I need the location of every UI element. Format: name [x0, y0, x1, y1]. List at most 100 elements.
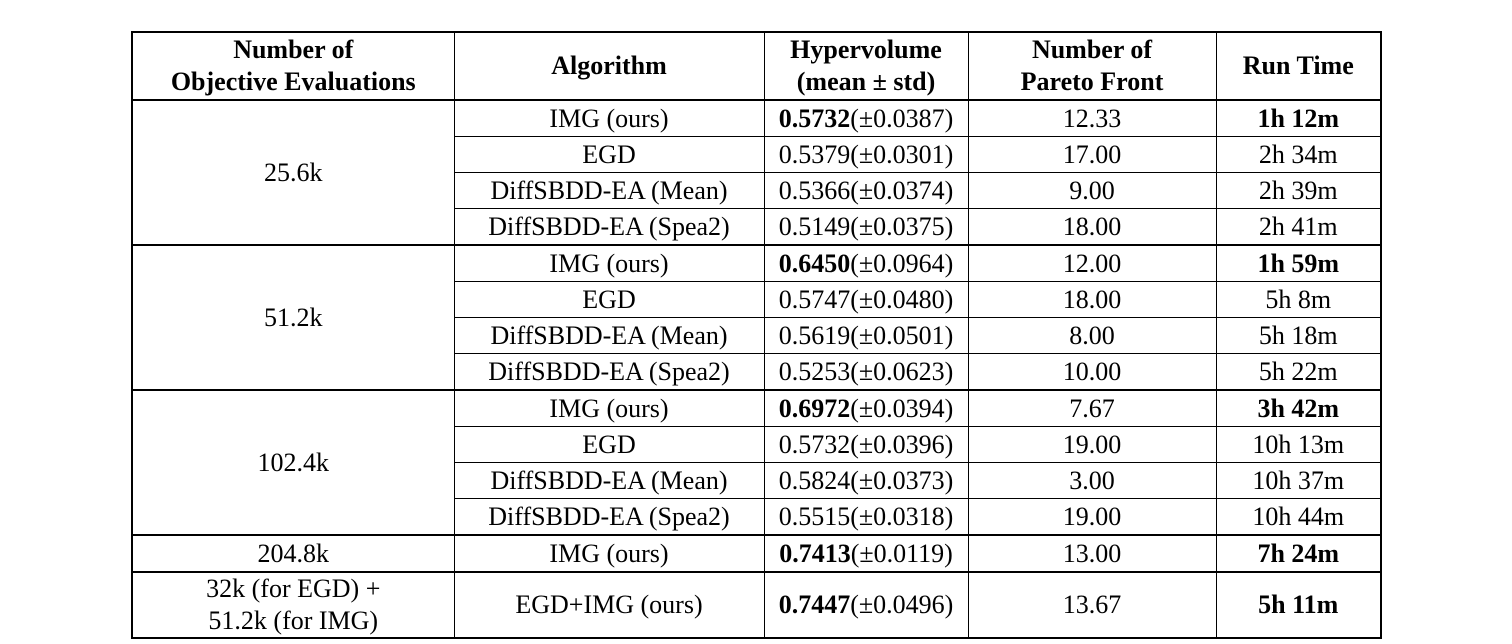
- col-header-line: Number of: [233, 35, 354, 65]
- pareto-front-cell: 7.67: [967, 389, 1217, 427]
- hypervolume-mean: 0.5747: [778, 284, 851, 314]
- col-header-line: Objective Evaluations: [170, 67, 416, 96]
- pareto-front-cell: 9.00: [967, 172, 1217, 209]
- table-body: 25.6k IMG (ours) 0.5732(±0.0387) 12.33 1h 12…: [131, 99, 1382, 638]
- hypervolume-cell: 0.5366(±0.0374): [763, 172, 969, 209]
- algorithm-cell: DiffSBDD-EA (Spea2): [453, 498, 765, 535]
- hypervolume-mean: 0.7413: [779, 538, 851, 568]
- pareto-front-cell: 13.67: [967, 571, 1217, 638]
- table-row: EGD 0.5379(±0.0301) 17.00 2h 34m: [132, 136, 1382, 173]
- pareto-front-cell: 19.00: [967, 426, 1217, 463]
- evaluations-line: 204.8k: [257, 538, 330, 568]
- pareto-front-cell: 10.00: [967, 353, 1217, 390]
- run-time-cell: 7h 24m: [1215, 534, 1382, 572]
- run-time-cell: 10h 44m: [1215, 498, 1382, 535]
- algorithm-cell: EGD: [453, 426, 765, 463]
- hypervolume-cell: 0.5732(±0.0387): [763, 99, 969, 137]
- hypervolume-std: (±0.0119): [850, 538, 953, 568]
- hypervolume-std: (±0.0387): [850, 103, 954, 133]
- col-header-hypervolume: Hypervolume (mean ± std): [763, 32, 969, 101]
- table-row: DiffSBDD-EA (Spea2) 0.5149(±0.0375) 18.00 2…: [132, 208, 1382, 245]
- pareto-front-cell: 3.00: [967, 462, 1217, 499]
- hypervolume-std: (±0.0318): [850, 501, 954, 531]
- algorithm-cell: EGD: [453, 281, 765, 318]
- hypervolume-std: (±0.0301): [850, 139, 954, 169]
- hypervolume-std: (±0.0396): [850, 429, 954, 459]
- algorithm-cell: IMG (ours): [453, 244, 765, 282]
- run-time-cell: 5h 11m: [1215, 571, 1382, 638]
- pareto-front-cell: 18.00: [967, 281, 1217, 318]
- hypervolume-cell: 0.5515(±0.0318): [763, 498, 969, 535]
- hypervolume-mean: 0.5515: [778, 501, 851, 531]
- results-table: Number of Objective Evaluations Algorithm H…: [131, 31, 1382, 639]
- algorithm-cell: DiffSBDD-EA (Mean): [453, 172, 765, 209]
- hypervolume-mean: 0.6972: [778, 393, 851, 423]
- table-row: 51.2k IMG (ours) 0.6450(±0.0964) 12.00 1h 59…: [131, 244, 1382, 390]
- table-row: EGD 0.5732(±0.0396) 19.00 10h 13m: [132, 426, 1382, 463]
- table-row: DiffSBDD-EA (Mean) 0.5619(±0.0501) 8.00 5h …: [132, 317, 1382, 354]
- run-time-cell: 2h 34m: [1215, 136, 1382, 173]
- run-time-cell: 10h 37m: [1215, 462, 1382, 499]
- evaluations-cell: 32k (for EGD) +51.2k (for IMG): [131, 571, 455, 638]
- hypervolume-mean: 0.5824: [778, 465, 851, 495]
- col-header-pareto-front: Number of Pareto Front: [967, 32, 1217, 101]
- run-time-cell: 5h 8m: [1215, 281, 1382, 318]
- hypervolume-std: (±0.0501): [850, 320, 954, 350]
- col-header-line: (mean ± std): [796, 67, 936, 96]
- hypervolume-std: (±0.0480): [850, 284, 954, 314]
- pareto-front-cell: 13.00: [967, 534, 1217, 572]
- hypervolume-mean: 0.6450: [778, 248, 851, 278]
- evaluations-cell: 102.4k: [131, 389, 455, 535]
- col-header-line: Pareto Front: [1020, 67, 1164, 96]
- algorithm-cell: DiffSBDD-EA (Mean): [453, 462, 765, 499]
- pareto-front-cell: 17.00: [967, 136, 1217, 173]
- algorithm-cell: EGD: [453, 136, 765, 173]
- col-header-line: Number of: [1031, 35, 1153, 65]
- hypervolume-cell: 0.5149(±0.0375): [763, 208, 969, 245]
- evaluations-cell: 204.8k: [131, 534, 455, 572]
- pareto-front-cell: 12.00: [967, 244, 1217, 282]
- run-time-cell: 2h 39m: [1215, 172, 1382, 209]
- evaluations-line: 25.6k: [264, 157, 323, 187]
- run-time-cell: 1h 12m: [1215, 99, 1382, 137]
- table-row: 102.4k IMG (ours) 0.6972(±0.0394) 7.67 3h 42…: [131, 389, 1382, 535]
- table-row: 32k (for EGD) +51.2k (for IMG) EGD+IMG (o…: [131, 571, 1382, 638]
- col-header-line: Run Time: [1242, 51, 1354, 81]
- table-row: DiffSBDD-EA (Spea2) 0.5253(±0.0623) 10.00 5…: [132, 353, 1382, 390]
- algorithm-cell: IMG (ours): [453, 99, 765, 137]
- run-time-cell: 5h 22m: [1215, 353, 1382, 390]
- evaluations-line: 32k (for EGD) +: [206, 574, 381, 604]
- evaluations-line: 51.2k (for IMG): [208, 606, 379, 635]
- evaluations-line: 51.2k: [264, 302, 323, 332]
- hypervolume-mean: 0.5732: [778, 103, 851, 133]
- hypervolume-std: (±0.0496): [850, 590, 954, 620]
- run-time-cell: 1h 59m: [1215, 244, 1382, 282]
- hypervolume-std: (±0.0394): [850, 393, 954, 423]
- hypervolume-mean: 0.5732: [778, 429, 851, 459]
- run-time-cell: 2h 41m: [1215, 208, 1382, 245]
- hypervolume-cell: 0.7413(±0.0119): [763, 534, 969, 572]
- hypervolume-std: (±0.0375): [850, 211, 954, 241]
- hypervolume-std: (±0.0373): [850, 465, 954, 495]
- hypervolume-cell: 0.5824(±0.0373): [763, 462, 969, 499]
- hypervolume-cell: 0.5619(±0.0501): [763, 317, 969, 354]
- hypervolume-mean: 0.7447: [778, 590, 851, 620]
- evaluations-cell: 51.2k: [131, 244, 455, 390]
- table-row: EGD 0.5747(±0.0480) 18.00 5h 8m: [132, 281, 1382, 318]
- col-header-run-time: Run Time: [1215, 32, 1382, 101]
- algorithm-cell: EGD+IMG (ours): [453, 571, 765, 638]
- col-header-algorithm: Algorithm: [453, 32, 765, 101]
- hypervolume-cell: 0.5253(±0.0623): [763, 353, 969, 390]
- run-time-cell: 5h 18m: [1215, 317, 1382, 354]
- table-row: DiffSBDD-EA (Spea2) 0.5515(±0.0318) 19.00 1…: [132, 498, 1382, 535]
- hypervolume-cell: 0.5747(±0.0480): [763, 281, 969, 318]
- hypervolume-cell: 0.5379(±0.0301): [763, 136, 969, 173]
- table-row: DiffSBDD-EA (Mean) 0.5366(±0.0374) 9.00 2h …: [132, 172, 1382, 209]
- algorithm-cell: IMG (ours): [453, 534, 765, 572]
- hypervolume-mean: 0.5366: [778, 175, 851, 205]
- col-header-objective-evaluations: Number of Objective Evaluations: [131, 32, 455, 101]
- hypervolume-cell: 0.6450(±0.0964): [763, 244, 969, 282]
- algorithm-cell: DiffSBDD-EA (Mean): [453, 317, 765, 354]
- pareto-front-cell: 12.33: [967, 99, 1217, 137]
